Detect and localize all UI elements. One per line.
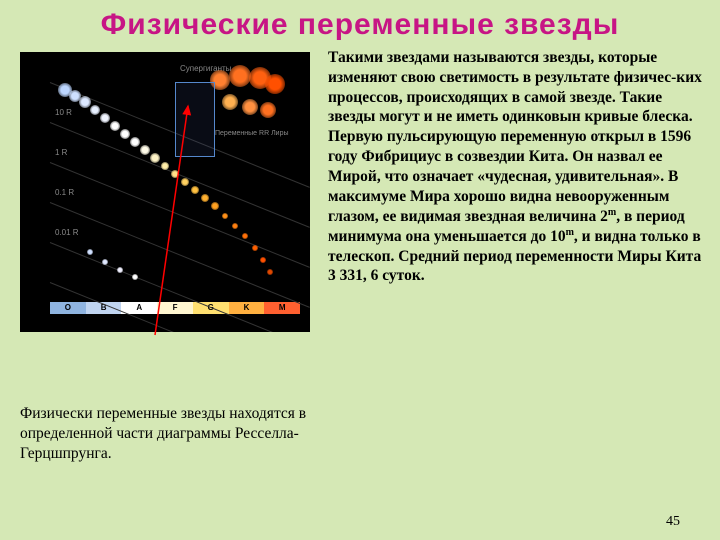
content-area: OBAFGKM 10 R1 R0.1 R0.01 RСупергигантыПе…	[0, 48, 720, 464]
body-text: Такими звездами называются звезды, котор…	[328, 48, 708, 286]
diagram-caption: Физически переменные звезды находятся в …	[20, 404, 320, 464]
spectral-class-bar: OBAFGKM	[50, 302, 300, 314]
page-number: 45	[666, 514, 680, 530]
right-column: Такими звездами называются звезды, котор…	[320, 48, 708, 464]
left-column: OBAFGKM 10 R1 R0.1 R0.01 RСупергигантыПе…	[20, 48, 320, 464]
hr-diagram: OBAFGKM 10 R1 R0.1 R0.01 RСупергигантыПе…	[20, 52, 310, 332]
page-title: Физические переменные звезды	[0, 0, 720, 48]
